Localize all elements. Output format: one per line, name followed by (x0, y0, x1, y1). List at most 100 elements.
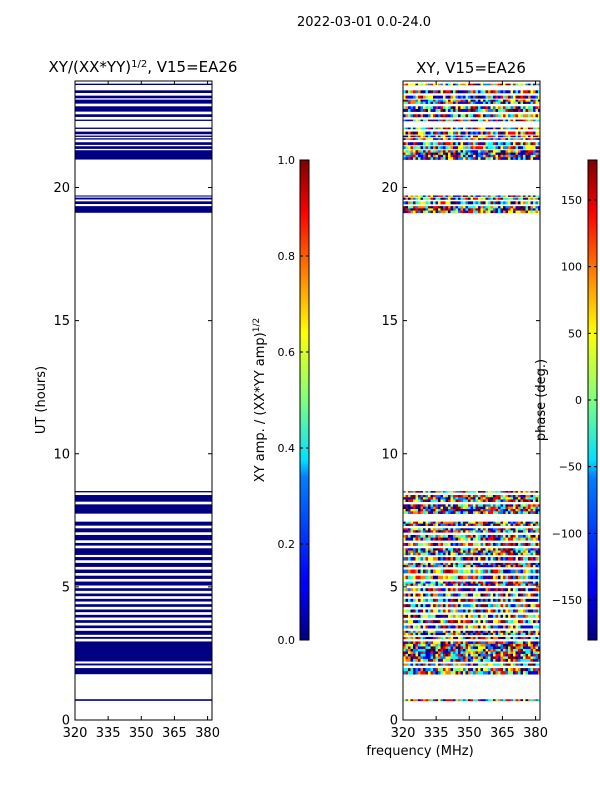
data-band-37 (75, 127, 212, 129)
data-band-13 (75, 588, 212, 591)
colorbar-tick-label-4: 50 (568, 327, 582, 340)
data-band-10 (403, 604, 540, 608)
data-band-33 (403, 142, 540, 146)
data-band-27 (75, 206, 212, 213)
data-band-29 (403, 197, 540, 200)
y-tick-label-20: 20 (381, 181, 398, 196)
data-band-17 (403, 562, 540, 568)
phase-axes-frame (402, 80, 541, 721)
data-band-18 (75, 557, 212, 561)
panel-amplitude-ratio-title: XY/(XX*YY)1/2, V15=EA26 (49, 58, 238, 76)
y-tick-label-5: 5 (390, 580, 398, 595)
data-band-41 (75, 99, 212, 104)
data-band-27 (403, 206, 540, 214)
colorbar-tick-label-3: 0 (575, 394, 582, 407)
data-band-4 (75, 636, 212, 639)
x-tick-label-365: 365 (490, 726, 515, 741)
data-band-25 (75, 495, 212, 502)
data-band-3 (403, 641, 540, 662)
data-band-2 (75, 663, 212, 666)
shared-xlabel: frequency (MHz) (366, 744, 473, 759)
data-band-16 (403, 569, 540, 574)
data-band-34 (75, 138, 212, 140)
data-band-31 (75, 150, 212, 160)
data-band-20 (75, 542, 212, 546)
amplitude-colorbar-label: XY amp. / (XX*YY amp)1/2 (252, 318, 268, 482)
x-tick-label-335: 335 (424, 726, 449, 741)
data-band-12 (75, 593, 212, 597)
data-band-3 (75, 641, 212, 662)
amplitude-colorbar-gradient (299, 159, 310, 641)
data-band-24 (403, 504, 540, 514)
data-band-0 (75, 699, 212, 701)
data-band-21 (75, 534, 212, 541)
data-band-35 (75, 135, 212, 137)
phase-colorbar: −150 −100 −50 0 50 100 150 phase (deg.) (534, 159, 598, 641)
data-band-15 (75, 575, 212, 579)
data-band-23 (403, 521, 540, 526)
x-tick-label-350: 350 (457, 726, 482, 741)
data-band-9 (403, 609, 540, 613)
y-tick-label-10: 10 (381, 447, 398, 462)
data-band-6 (75, 625, 212, 629)
colorbar-tick-label-5: 1.0 (278, 154, 296, 167)
data-band-31 (403, 150, 540, 160)
data-band-30 (75, 195, 212, 197)
data-band-33 (75, 142, 212, 145)
data-band-42 (75, 95, 212, 99)
data-band-40 (403, 106, 540, 112)
data-band-7 (75, 620, 212, 623)
data-band-4 (403, 636, 540, 640)
data-band-13 (403, 588, 540, 592)
data-band-5 (75, 630, 212, 635)
colorbar-tick-label-0: −150 (552, 594, 582, 607)
data-band-38 (403, 119, 540, 122)
data-band-11 (403, 598, 540, 602)
x-tick-label-320: 320 (63, 726, 88, 741)
data-band-10 (75, 604, 212, 607)
panel-amplitude-ratio: XY/(XX*YY)1/2, V15=EA26 320 335 350 365 380 0… (34, 58, 237, 741)
data-band-43 (403, 90, 540, 94)
y-tick-label-15: 15 (381, 314, 398, 329)
y-tick-label-15: 15 (53, 314, 70, 329)
phase-colorbar-ticks: −150 −100 −50 0 50 100 150 (552, 194, 597, 607)
data-band-7 (403, 620, 540, 624)
data-band-34 (403, 138, 540, 140)
colorbar-tick-label-1: 0.2 (278, 538, 296, 551)
amplitude-ratio-ylabel: UT (hours) (34, 366, 49, 434)
y-tick-label-20: 20 (53, 181, 70, 196)
x-tick-label-350: 350 (129, 726, 154, 741)
phase-data-bands (403, 83, 540, 702)
data-band-16 (75, 569, 212, 574)
data-band-11 (75, 598, 212, 602)
data-band-42 (403, 95, 540, 99)
data-band-26 (75, 491, 212, 493)
y-tick-label-5: 5 (62, 580, 70, 595)
phase-colorbar-label: phase (deg.) (534, 359, 549, 441)
data-band-15 (403, 575, 540, 580)
colorbar-tick-label-2: −50 (559, 461, 582, 474)
data-band-1 (403, 668, 540, 675)
colorbar-tick-label-1: −100 (552, 527, 582, 540)
data-band-25 (403, 495, 540, 502)
data-band-14 (75, 581, 212, 586)
data-band-28 (75, 201, 212, 205)
panel-phase: XY, V15=EA26 320 335 350 365 380 0 5 10 15 20 (381, 59, 548, 741)
amplitude-ratio-axis-ticks: 320 335 350 365 380 0 5 10 15 20 (53, 81, 220, 741)
data-band-32 (75, 146, 212, 149)
data-band-1 (75, 668, 212, 675)
data-band-18 (403, 557, 540, 561)
data-band-9 (75, 609, 212, 613)
amplitude-ratio-axes-frame (74, 80, 213, 721)
data-band-36 (75, 131, 212, 135)
data-band-17 (75, 562, 212, 567)
data-band-12 (403, 593, 540, 597)
data-band-39 (403, 114, 540, 118)
data-band-0 (403, 699, 540, 702)
data-band-41 (403, 99, 540, 104)
amplitude-ratio-data-bands (75, 83, 212, 701)
x-tick-label-335: 335 (96, 726, 121, 741)
data-band-44 (403, 83, 540, 86)
data-band-26 (403, 491, 540, 493)
